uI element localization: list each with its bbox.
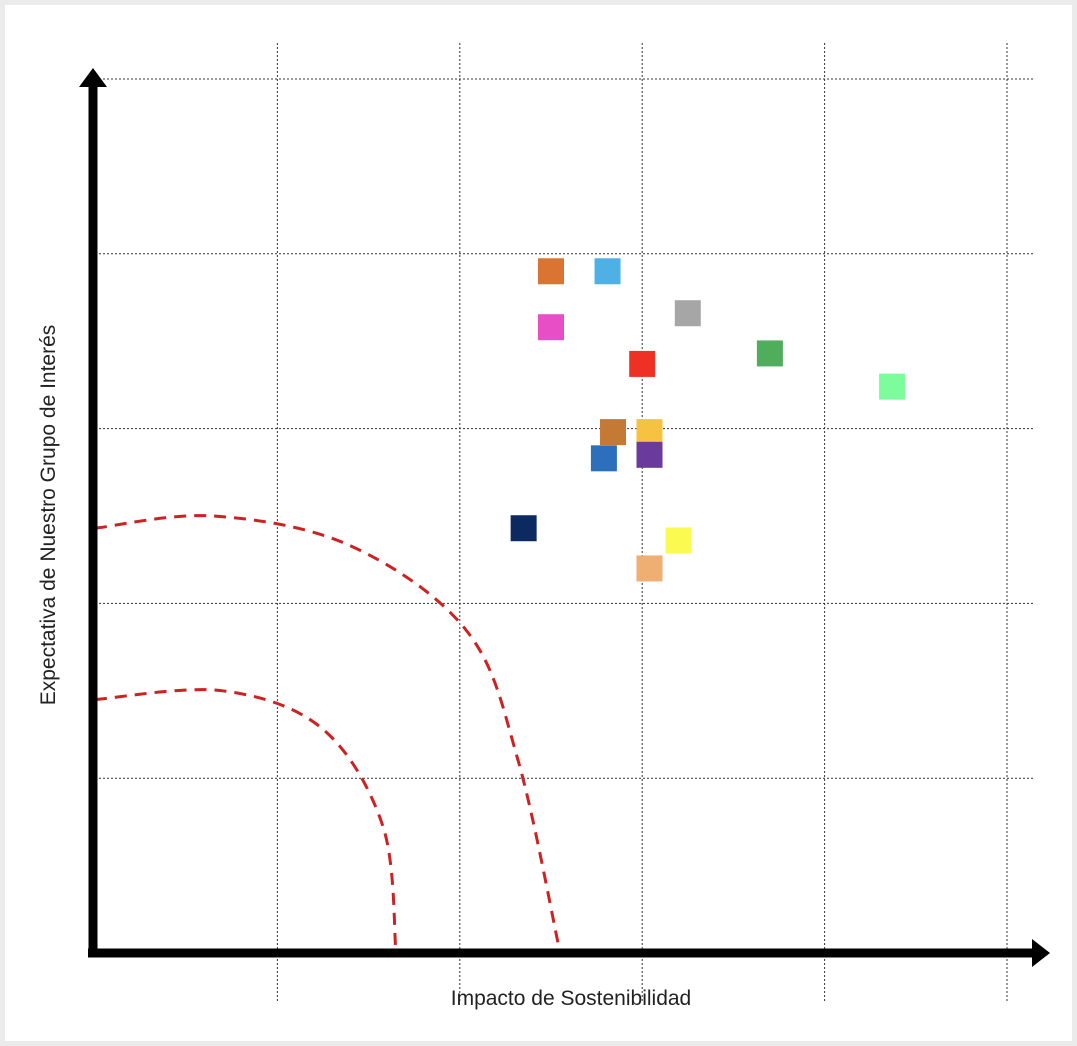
data-point-7 (879, 374, 905, 400)
chart-panel: Impacto de Sostenibilidad Expectativa de… (5, 5, 1072, 1041)
x-axis-arrow (1032, 939, 1050, 967)
data-point-10 (591, 445, 617, 471)
data-point-9 (636, 419, 662, 445)
boundary-curves (95, 516, 560, 953)
data-point-3 (538, 314, 564, 340)
boundary-curve-2 (95, 690, 396, 953)
data-point-11 (636, 442, 662, 468)
data-points (511, 258, 905, 581)
data-point-4 (675, 300, 701, 326)
x-axis-label: Impacto de Sostenibilidad (451, 987, 692, 1010)
data-point-12 (511, 515, 537, 541)
data-point-6 (757, 340, 783, 366)
scatter-chart: Impacto de Sostenibilidad Expectativa de… (5, 5, 1072, 1041)
data-point-14 (636, 555, 662, 581)
data-point-1 (538, 258, 564, 284)
data-point-13 (666, 527, 692, 553)
data-point-5 (629, 351, 655, 377)
grid-lines (95, 43, 1035, 1001)
y-axis-arrow (79, 68, 107, 87)
y-axis-label: Expectativa de Nuestro Grupo de Interés (37, 325, 60, 706)
data-point-2 (595, 258, 621, 284)
data-point-8 (600, 419, 626, 445)
